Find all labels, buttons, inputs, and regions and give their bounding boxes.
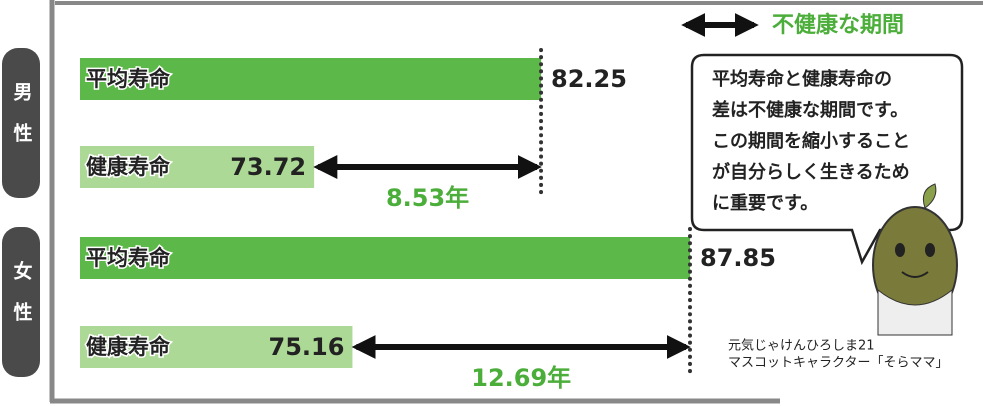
group-pill	[2, 48, 40, 198]
group-pill	[2, 227, 40, 377]
bar	[80, 58, 542, 100]
callout-line: 平均寿命と健康寿命の	[712, 68, 892, 90]
bar	[80, 146, 315, 188]
bar	[80, 326, 353, 368]
callout-line: この期間を縮小すること	[712, 130, 910, 152]
legend-label: 不健康な期間	[772, 12, 904, 38]
caption-line: 元気じゃけんひろしま21	[728, 338, 875, 354]
gap-label: 8.53年	[386, 184, 469, 212]
bar-label: 健康寿命	[86, 155, 171, 179]
callout-line: に重要です。	[712, 192, 818, 214]
gap-label: 12.69年	[471, 364, 571, 392]
value-label: 75.16	[269, 333, 345, 361]
bar-label: 健康寿命	[86, 335, 171, 359]
value-label: 73.72	[230, 153, 306, 181]
callout-line: が自分らしく生きるため	[712, 161, 910, 183]
caption-line: マスコットキャラクター「そらママ」	[728, 356, 948, 371]
value-label: 82.25	[551, 65, 627, 93]
callout-line: 差は不健康な期間です。	[712, 99, 908, 121]
group-label: 女性	[11, 260, 33, 343]
bar-label: 平均寿命	[86, 67, 171, 91]
bar-label: 平均寿命	[86, 246, 171, 270]
mascot	[872, 183, 958, 336]
speech-bubble	[690, 53, 964, 266]
group-label: 男性	[11, 82, 33, 164]
bar	[80, 237, 690, 279]
value-label: 87.85	[700, 244, 776, 272]
